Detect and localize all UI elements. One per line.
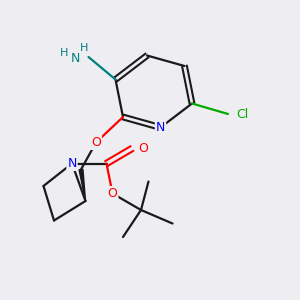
Text: O: O <box>108 187 117 200</box>
Text: H: H <box>60 47 69 58</box>
Text: H: H <box>80 43 88 53</box>
Text: N: N <box>67 157 77 170</box>
Text: Cl: Cl <box>236 107 249 121</box>
Text: O: O <box>139 142 148 155</box>
Text: O: O <box>91 136 101 149</box>
Text: N: N <box>70 52 80 65</box>
Polygon shape <box>79 169 85 201</box>
Text: N: N <box>156 121 165 134</box>
